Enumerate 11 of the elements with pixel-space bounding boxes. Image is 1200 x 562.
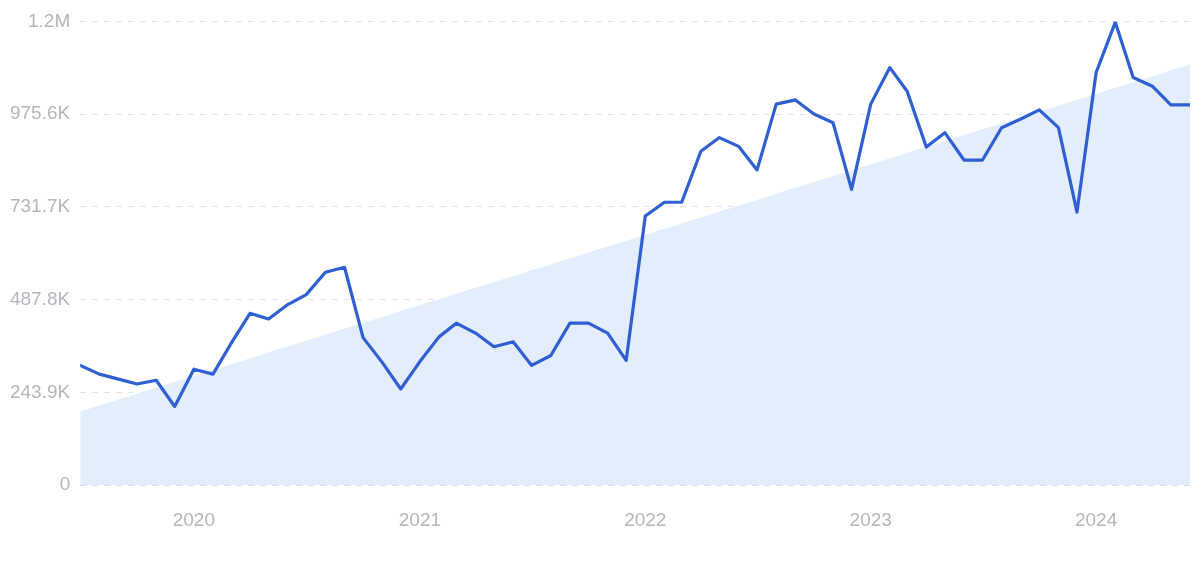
x-tick-label: 2024 — [1074, 508, 1118, 530]
x-tick-label: 2022 — [624, 508, 667, 530]
y-tick-label: 1.2M — [27, 9, 71, 31]
y-tick-label: 0 — [59, 473, 71, 495]
x-tick-label: 2021 — [398, 508, 442, 530]
x-tick-label: 2020 — [172, 508, 215, 530]
y-tick-label: 243.9K — [9, 380, 71, 402]
x-tick-label: 2023 — [849, 508, 892, 530]
y-tick-label: 487.8K — [9, 287, 71, 309]
y-tick-label: 731.7K — [9, 195, 71, 217]
y-tick-label: 975.6K — [9, 102, 71, 124]
